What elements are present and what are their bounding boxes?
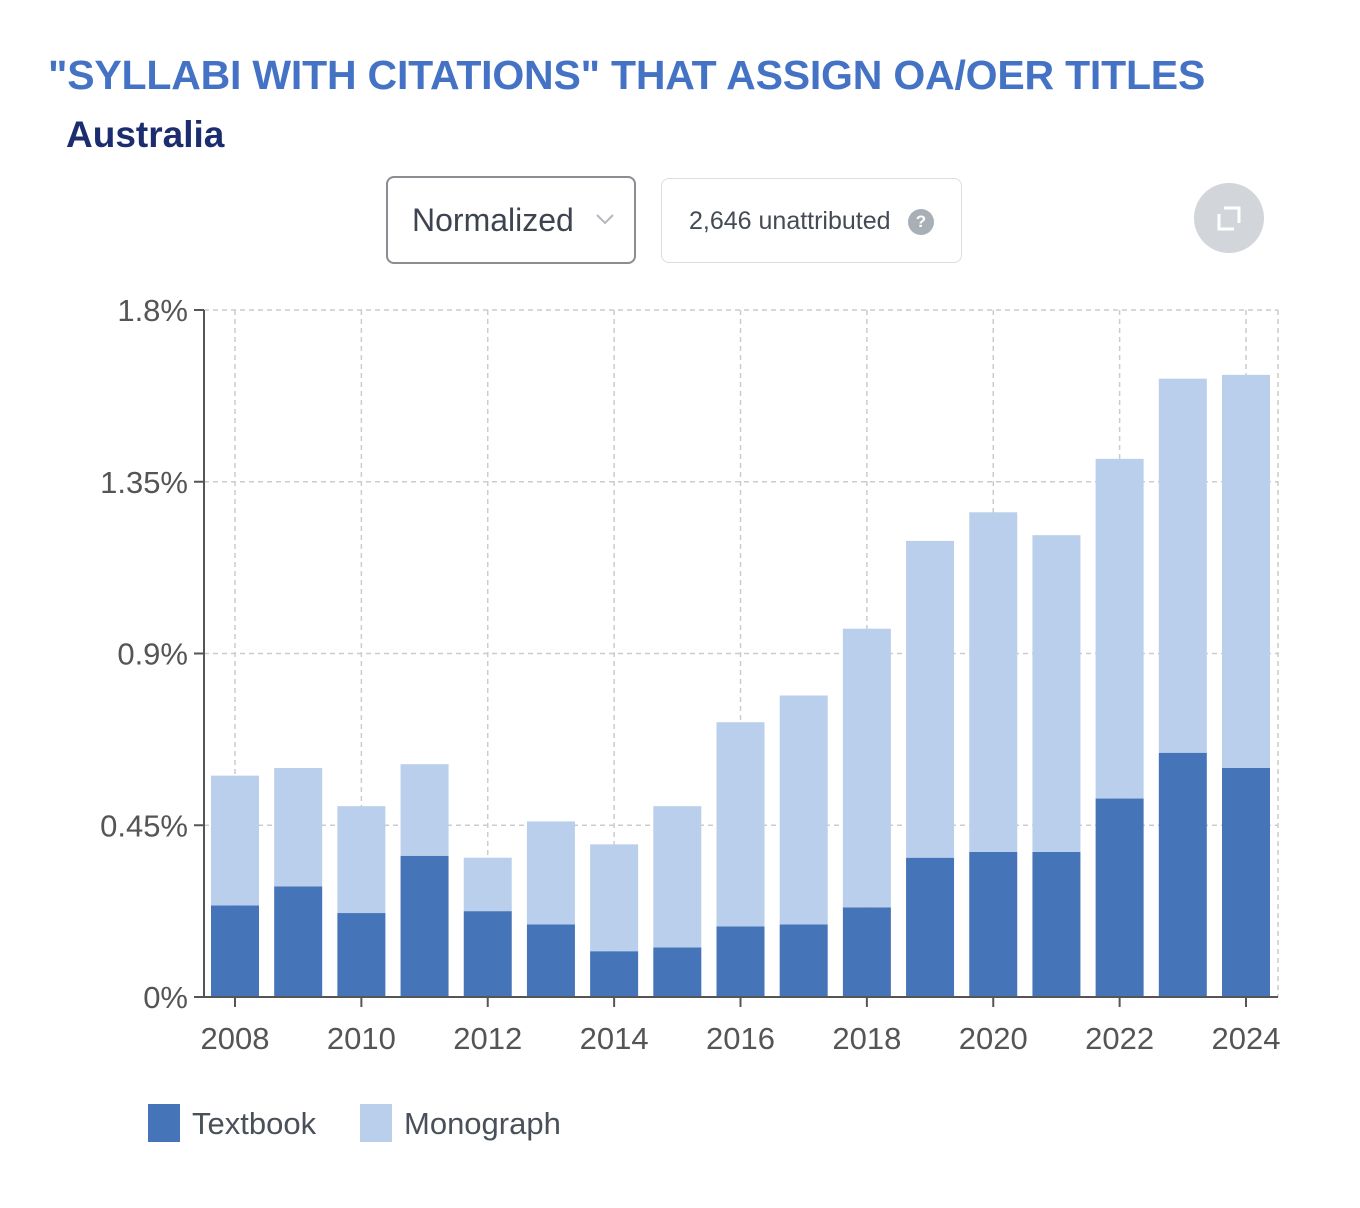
bar-monograph-2021 [1032, 535, 1081, 852]
bar-monograph-2020 [969, 512, 1018, 852]
bar-monograph-2008 [211, 775, 259, 906]
bar-textbook-2013 [526, 924, 575, 997]
bar-textbook-2011 [400, 855, 449, 997]
bar-textbook-2018 [842, 907, 891, 997]
chart-subtitle: Australia [66, 114, 225, 155]
expand-button[interactable] [1194, 183, 1264, 253]
bar-monograph-2010 [337, 806, 386, 914]
x-tick-label: 2008 [201, 1021, 270, 1056]
x-tick-label: 2010 [327, 1021, 396, 1056]
bar-monograph-2022 [1095, 458, 1144, 799]
bar-monograph-2018 [842, 628, 891, 908]
y-tick-label: 0.9% [117, 637, 188, 672]
bar-monograph-2013 [526, 821, 575, 925]
legend-label-textbook: Textbook [192, 1106, 317, 1141]
y-tick-label: 0.45% [100, 808, 188, 843]
normalization-dropdown[interactable]: Normalized [386, 176, 636, 264]
chart-title: "SYLLABI WITH CITATIONS" THAT ASSIGN OA/… [48, 52, 1206, 98]
x-tick-label: 2014 [580, 1021, 649, 1056]
bar-textbook-2010 [337, 913, 386, 997]
legend-swatch-textbook [148, 1104, 180, 1142]
bar-monograph-2011 [400, 764, 449, 856]
dropdown-selected-value: Normalized [412, 202, 574, 238]
bar-textbook-2022 [1095, 798, 1144, 997]
y-tick-label: 1.35% [100, 465, 188, 500]
bar-textbook-2024 [1222, 768, 1270, 997]
bar-textbook-2012 [463, 911, 512, 997]
legend-swatch-monograph [360, 1104, 392, 1142]
bar-monograph-2014 [590, 844, 639, 952]
bar-textbook-2020 [969, 851, 1018, 997]
bar-textbook-2009 [274, 886, 323, 997]
chevron-down-icon [596, 214, 614, 225]
bar-textbook-2019 [906, 857, 955, 997]
y-tick-label: 0% [143, 980, 188, 1015]
legend-label-monograph: Monograph [404, 1106, 561, 1141]
bar-monograph-2012 [463, 857, 512, 912]
bar-monograph-2019 [906, 540, 955, 858]
bar-monograph-2016 [716, 722, 765, 927]
x-tick-label: 2020 [959, 1021, 1028, 1056]
x-tick-label: 2016 [706, 1021, 775, 1056]
bar-textbook-2015 [653, 947, 702, 997]
bar-monograph-2017 [779, 695, 828, 925]
stacked-bar-chart: 0% 0.45% 0.9% 1.35% 1.8% 2008 2010 2012 2014 2016… [100, 293, 1281, 1056]
bar-textbook-2008 [211, 905, 259, 997]
bar-textbook-2016 [716, 926, 765, 997]
bar-monograph-2009 [274, 768, 323, 887]
y-tick-label: 1.8% [117, 293, 188, 328]
bar-textbook-2017 [779, 924, 828, 997]
x-tick-label: 2022 [1085, 1021, 1154, 1056]
bar-monograph-2015 [653, 806, 702, 948]
unattributed-count: 2,646 unattributed [689, 207, 891, 235]
x-tick-label: 2024 [1212, 1021, 1281, 1056]
unattributed-badge: 2,646 unattributed ? [661, 178, 962, 263]
bar-textbook-2014 [590, 951, 639, 997]
bar-textbook-2023 [1158, 752, 1207, 997]
expand-icon [1217, 206, 1241, 231]
bar-monograph-2023 [1158, 378, 1207, 753]
x-tick-label: 2012 [453, 1021, 522, 1056]
help-icon[interactable]: ? [908, 209, 934, 235]
bar-monograph-2024 [1222, 374, 1270, 768]
x-tick-label: 2018 [832, 1021, 901, 1056]
bar-textbook-2021 [1032, 851, 1081, 997]
